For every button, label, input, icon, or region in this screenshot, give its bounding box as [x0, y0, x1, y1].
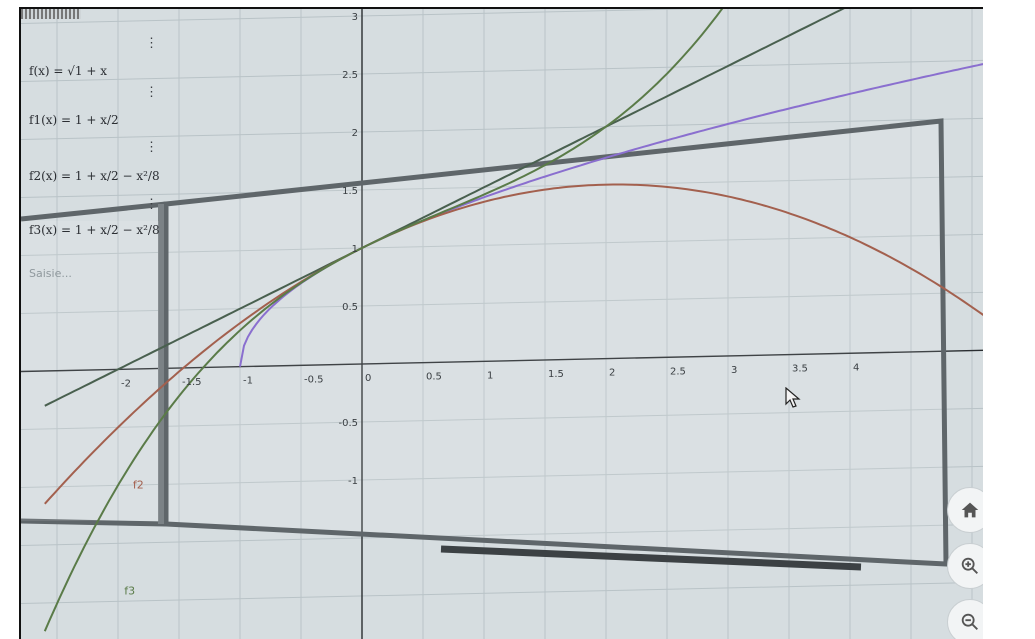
y-tick-label: 0.5 — [342, 302, 358, 313]
pointer-cursor-icon — [785, 387, 801, 408]
zoom-out-icon — [961, 613, 978, 630]
x-tick-label: 0 — [365, 373, 371, 384]
grid-line — [21, 117, 983, 141]
home-button[interactable] — [947, 487, 983, 533]
y-tick-label: -1 — [348, 476, 358, 487]
x-tick-label: 4 — [853, 362, 859, 373]
algebra-entry-f2[interactable]: f2(x) = 1 + x/2 − x²/8 — [29, 169, 160, 183]
curve-f1[interactable] — [44, 9, 983, 407]
x-tick-label: 3 — [731, 365, 737, 376]
grid-line — [21, 233, 983, 257]
whiteboard-border — [163, 118, 949, 567]
graphics-view[interactable]: -2 -1.5 -1 -0.5 0 0.5 1 1.5 2 2.5 3 3.5 4 0.5 1 1.5 2 2.5… — [21, 9, 983, 639]
x-tick-label: 0.5 — [426, 372, 442, 383]
x-tick-label: 3.5 — [792, 364, 808, 375]
x-tick-label: -0.5 — [304, 374, 324, 385]
x-tick-label: -2 — [121, 378, 131, 389]
whiteboard-panel — [21, 221, 159, 521]
more-options-icon[interactable]: ⋮ — [145, 85, 158, 100]
curve-label-f3: f3 — [124, 585, 135, 598]
zoom-in-icon — [961, 557, 978, 574]
grid-line — [21, 465, 983, 489]
x-tick-label: -1 — [243, 376, 253, 387]
x-tick-label: 2.5 — [670, 366, 686, 377]
x-tick-label: 1.5 — [548, 369, 564, 380]
home-icon — [961, 502, 979, 518]
curve-f3[interactable] — [43, 9, 983, 632]
algebra-panel: f(x) = √1 + x ⋮ f1(x) = 1 + x/2 ⋮ f2(x) … — [21, 9, 166, 639]
algebra-entry-f[interactable]: f(x) = √1 + x — [29, 64, 107, 78]
x-tick-label: 2 — [609, 368, 615, 379]
algebra-entry-f1[interactable]: f1(x) = 1 + x/2 — [29, 113, 119, 127]
whiteboard-border — [21, 201, 167, 527]
grid-line — [21, 9, 703, 25]
y-tick-label: 2 — [352, 128, 358, 139]
y-tick-label: 1.5 — [342, 186, 358, 197]
toolbar-strip[interactable] — [21, 9, 81, 19]
tick-labels: -2 -1.5 -1 -0.5 0 0.5 1 1.5 2 2.5 3 3.5 4 0.5 1 1.5 2 2.5… — [121, 12, 859, 598]
whiteboard-frame — [21, 118, 949, 571]
y-tick-label: -0.5 — [338, 418, 358, 429]
x-axis — [21, 349, 983, 373]
y-tick-label: 1 — [352, 244, 358, 255]
x-tick-label: 1 — [487, 370, 493, 381]
zoom-out-button[interactable] — [947, 599, 983, 639]
grid-line — [21, 523, 983, 547]
more-options-icon[interactable]: ⋮ — [145, 36, 158, 51]
grid-line — [21, 581, 983, 605]
whiteboard-tray — [440, 545, 862, 571]
curve-label-f2: f2 — [133, 478, 144, 491]
grid-line — [21, 59, 983, 83]
algebra-input[interactable]: Saisie... — [29, 267, 72, 280]
y-tick-label: 3 — [352, 12, 358, 23]
grid-line — [21, 407, 983, 431]
curves — [43, 9, 983, 632]
more-options-icon[interactable]: ⋮ — [145, 197, 158, 212]
curve-f2[interactable] — [44, 183, 983, 505]
x-tick-label: -1.5 — [182, 377, 202, 388]
screen-frame: -2 -1.5 -1 -0.5 0 0.5 1 1.5 2 2.5 3 3.5 4 0.5 1 1.5 2 2.5… — [19, 7, 983, 639]
zoom-in-button[interactable] — [947, 543, 983, 589]
algebra-entry-f3[interactable]: f3(x) = 1 + x/2 − x²/8 — [29, 223, 160, 237]
more-options-icon[interactable]: ⋮ — [145, 140, 158, 155]
grid-line — [21, 291, 983, 315]
y-tick-label: 2.5 — [342, 70, 358, 81]
